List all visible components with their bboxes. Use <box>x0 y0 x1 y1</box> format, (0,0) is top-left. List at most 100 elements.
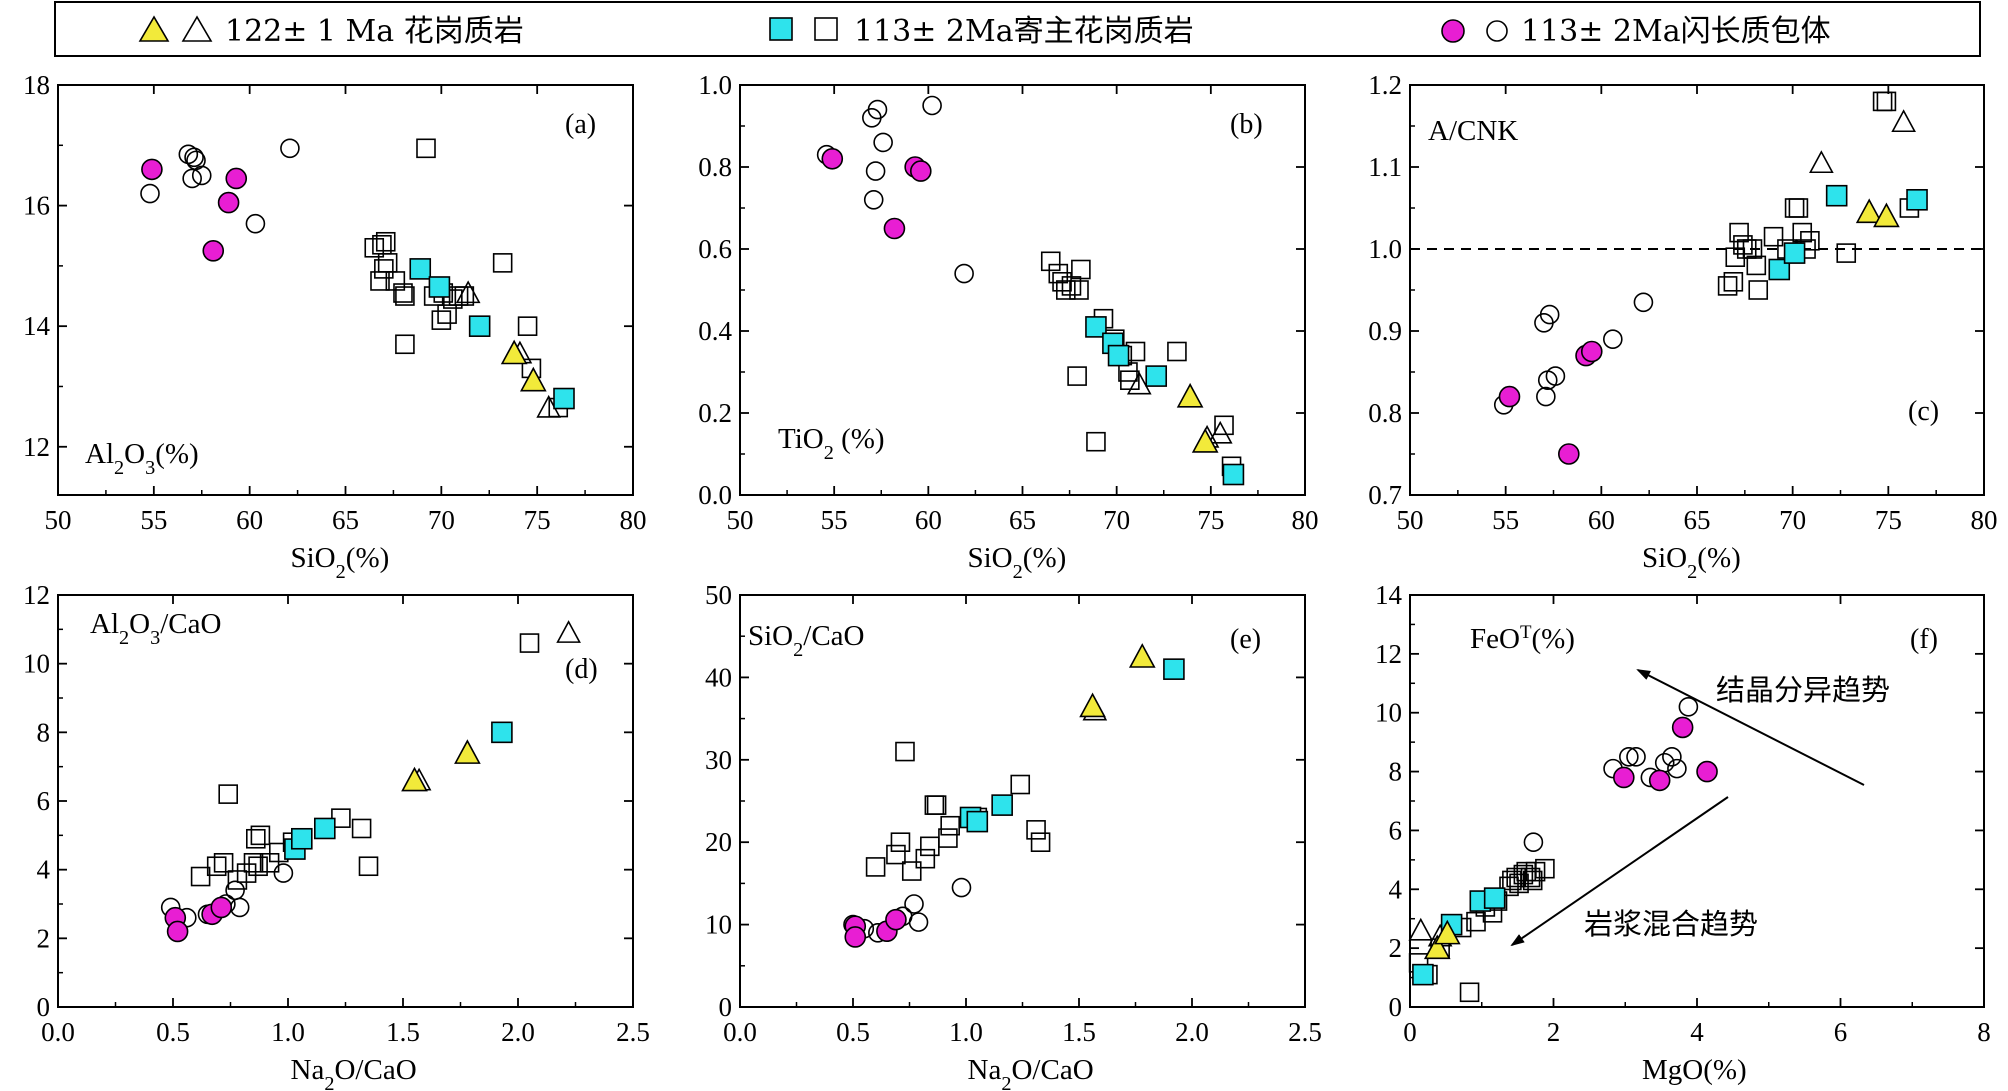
panel-title: TiO2 (%) <box>778 423 885 464</box>
filled-circle-point <box>1613 766 1635 789</box>
open-square-point <box>375 231 396 252</box>
y-tick-label: 12 <box>23 432 50 462</box>
panel-title: Al2O3(%) <box>85 438 199 479</box>
filled-square-point <box>491 721 513 744</box>
panel-tag: (b) <box>1230 109 1263 140</box>
legend-box <box>54 1 1981 57</box>
x-tick-label: 70 <box>1779 505 1806 535</box>
open-triangle-point <box>1207 420 1233 444</box>
x-tick-label: 75 <box>1875 505 1902 535</box>
open-square-point <box>1742 239 1763 259</box>
y-tick-label: 2 <box>1389 933 1403 963</box>
open-circle-point <box>865 161 886 181</box>
x-tick-label: 65 <box>1684 505 1711 535</box>
panel-c: 50 55 60 65 70 75 80 0.7 0.8 0.9 1.0 1.1 1.2 SiO2(%) A… <box>1368 70 1997 583</box>
mixing-trend-label: 岩浆混合趋势 <box>1584 907 1758 941</box>
open-square-point <box>454 286 475 306</box>
open-circle-point <box>1626 747 1646 767</box>
open-square-point <box>206 856 227 877</box>
y-tick-label: 20 <box>705 827 732 857</box>
open-square-point <box>395 334 415 355</box>
legend-label-1: 122± 1 Ma 花岗质岩 <box>225 14 524 49</box>
panel-tag: (d) <box>565 654 598 685</box>
plot-frame <box>57 594 634 1008</box>
y-tick-label: 10 <box>705 910 732 940</box>
y-tick-label: 0.6 <box>698 234 732 264</box>
open-square-point <box>1800 231 1820 251</box>
open-square-point <box>940 815 960 836</box>
x-axis-label: Na2O/CaO <box>291 1054 417 1091</box>
open-square-point <box>1214 415 1234 436</box>
y-tick-label: 0 <box>719 992 733 1022</box>
open-square-point <box>393 283 413 303</box>
open-circle-point <box>1678 697 1699 717</box>
open-square-point <box>1746 255 1767 276</box>
open-circle-point <box>191 165 212 186</box>
filled-triangle-point <box>1079 692 1106 718</box>
open-square-point <box>236 863 257 883</box>
open-circle-point <box>873 132 893 153</box>
filled-square-point <box>1222 463 1245 486</box>
y-tick-label: 12 <box>1375 639 1402 669</box>
open-square-point <box>1876 91 1897 112</box>
open-square-point <box>938 828 958 848</box>
open-square-point <box>519 633 540 653</box>
filled-triangle-point <box>1423 934 1451 960</box>
open-square-point <box>1071 259 1091 280</box>
open-square-point <box>1792 222 1813 243</box>
open-square-point <box>1026 820 1046 840</box>
open-square-point <box>1067 366 1087 386</box>
x-tick-label: 75 <box>524 505 551 535</box>
open-square-point <box>243 852 264 873</box>
x-tick-label: 80 <box>1971 505 1998 535</box>
crystal-trend-arrow <box>1636 669 1865 786</box>
open-square-point <box>190 866 211 887</box>
y-tick-label: 1.0 <box>698 70 732 100</box>
filled-square-point <box>468 315 491 337</box>
legend-open-circle <box>1486 20 1508 42</box>
y-tick-label: 0.0 <box>698 480 732 510</box>
filled-triangle-point <box>454 739 481 764</box>
y-tick-label: 14 <box>23 311 51 341</box>
filled-triangle-point <box>1176 382 1204 408</box>
open-square-point <box>926 795 947 815</box>
x-tick-label: 55 <box>1492 505 1519 535</box>
open-circle-point <box>1603 329 1623 350</box>
panel-a: 50 55 60 65 70 75 80 12 14 16 18 SiO2(%) Al2O3(%) (a) <box>23 70 647 583</box>
filled-circle-point <box>844 926 867 948</box>
filled-circle-point <box>883 217 906 240</box>
open-square-point <box>1723 271 1744 292</box>
x-tick-label: 1.5 <box>1062 1017 1096 1047</box>
x-tick-label: 55 <box>821 505 848 535</box>
open-circle-point <box>904 894 924 914</box>
y-tick-label: 1.0 <box>1368 234 1402 264</box>
y-tick-label: 6 <box>37 786 51 816</box>
x-tick-label: 65 <box>1009 505 1036 535</box>
open-square-point <box>1784 198 1805 218</box>
open-square-point <box>1048 263 1069 284</box>
open-circle-point <box>1667 758 1687 779</box>
open-circle-point <box>1545 366 1566 386</box>
filled-square-point <box>409 258 432 280</box>
y-tick-label: 8 <box>1389 757 1403 787</box>
x-tick-label: 2.0 <box>1175 1017 1209 1047</box>
y-tick-label: 18 <box>23 70 50 100</box>
open-circle-point <box>922 95 942 116</box>
open-circle-point <box>273 863 294 883</box>
y-tick-label: 0 <box>37 992 51 1022</box>
open-square-point <box>351 818 372 839</box>
open-square-point <box>915 848 936 869</box>
panel-tag: (f) <box>1910 624 1938 655</box>
open-square-point <box>213 852 234 873</box>
filled-circle-point <box>166 920 189 943</box>
plot-frame <box>739 594 1306 1008</box>
filled-circle-point <box>202 240 225 262</box>
filled-square-point <box>1906 189 1928 211</box>
y-tick-label: 14 <box>1375 580 1403 610</box>
open-triangle-point <box>455 280 481 304</box>
x-tick-label: 2.5 <box>616 1017 650 1047</box>
x-tick-label: 0.0 <box>723 1017 757 1047</box>
open-circle-point <box>951 877 972 898</box>
panel-f: 0 2 4 6 8 0 2 4 6 8 10 12 14 MgO(%) FeOT(%) (f) <box>1375 580 1991 1086</box>
x-tick-label: 70 <box>1103 505 1130 535</box>
